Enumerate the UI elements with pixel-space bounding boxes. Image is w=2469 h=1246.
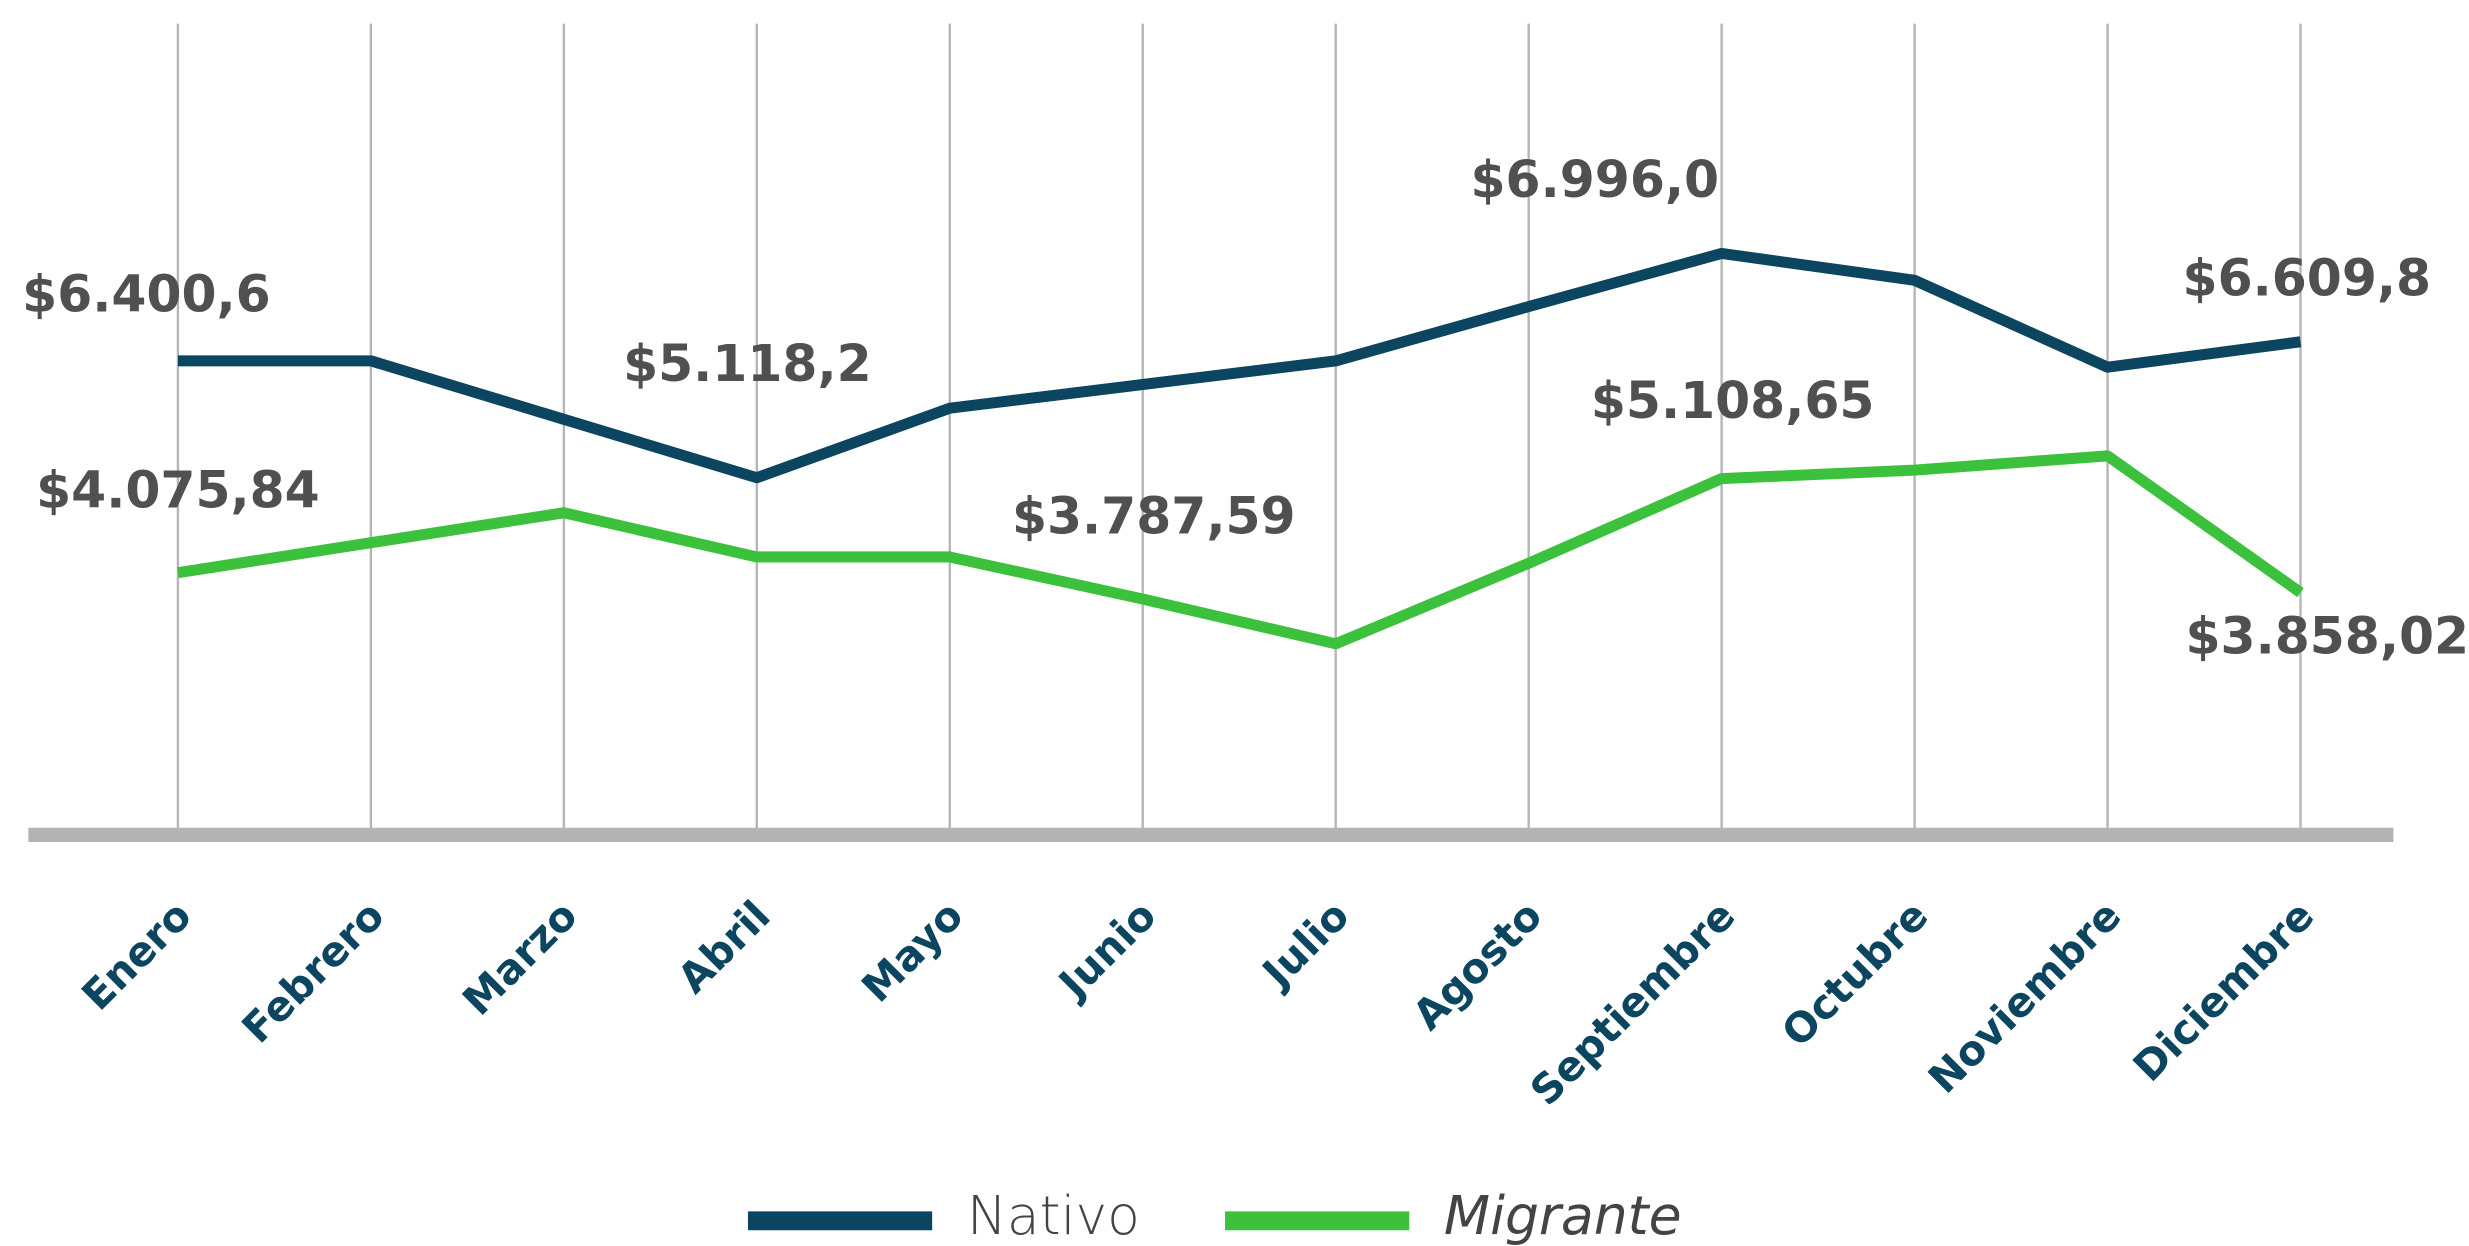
x-tick-label: Febrero: [233, 891, 394, 1052]
x-tick-label: Octubre: [1773, 891, 1938, 1056]
series-line: [177, 247, 2302, 484]
x-tick-label: Noviembre: [1919, 891, 2130, 1102]
data-label: $5.118,2: [623, 334, 872, 393]
data-label: $6.996,0: [1471, 150, 1720, 209]
x-tick-label: Agosto: [1404, 891, 1552, 1039]
series-line: [177, 450, 2304, 650]
x-tick-label: Marzo: [453, 891, 586, 1024]
data-label: $3.858,02: [2185, 606, 2469, 665]
legend-label: Nativo: [967, 1184, 1140, 1246]
x-tick-label: Julio: [1251, 891, 1358, 998]
legend-label: Migrante: [1444, 1184, 1682, 1246]
x-tick-label: Junio: [1048, 891, 1166, 1009]
data-label: $6.609,8: [2183, 248, 2432, 307]
data-label: $6.400,6: [22, 264, 271, 323]
x-tick-label: Mayo: [852, 891, 972, 1011]
x-tick-label: Enero: [73, 891, 201, 1019]
data-label: $5.108,65: [1591, 371, 1875, 430]
data-label: $3.787,59: [1012, 487, 1296, 546]
x-tick-label: Abril: [668, 891, 779, 1002]
x-tick-label: Septiembre: [1521, 891, 1744, 1114]
x-tick-label: Diciembre: [2124, 891, 2323, 1090]
data-label: $4.075,84: [36, 460, 320, 519]
